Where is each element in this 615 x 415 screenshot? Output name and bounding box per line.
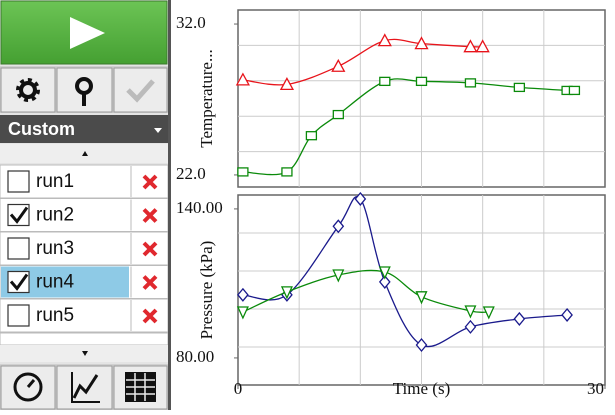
run-name[interactable]: run5 xyxy=(36,305,74,326)
run-row: run1 xyxy=(0,164,169,199)
data-point xyxy=(415,76,428,87)
run-delete[interactable] xyxy=(142,208,158,223)
play-button[interactable] xyxy=(0,0,168,65)
data-point xyxy=(331,58,346,72)
data-point xyxy=(513,82,526,93)
data-point xyxy=(332,269,345,283)
run-name[interactable]: run1 xyxy=(36,171,74,192)
data-point xyxy=(281,167,293,177)
y-tick-label: 80.00 xyxy=(176,347,214,366)
settings-button[interactable] xyxy=(0,67,56,113)
data-point xyxy=(464,78,477,88)
view-menu-label: Custom xyxy=(8,119,75,139)
data-point xyxy=(279,77,295,91)
x-axis-title: Time (s) xyxy=(393,379,450,398)
data-point xyxy=(379,76,391,87)
y-tick-label: 32.0 xyxy=(176,13,206,32)
y-axis-title: Temperature... xyxy=(197,49,216,147)
run-row: run4 xyxy=(0,265,169,299)
run-checkbox[interactable] xyxy=(7,304,30,327)
y-tick-label: 22.0 xyxy=(176,164,206,183)
data-point xyxy=(482,306,495,320)
data-point xyxy=(568,85,581,96)
data-point xyxy=(378,274,391,289)
run-delete[interactable] xyxy=(142,174,158,190)
run-delete[interactable] xyxy=(142,241,158,257)
data-point xyxy=(236,306,249,320)
data-point xyxy=(464,305,477,319)
run-checkbox[interactable] xyxy=(7,237,30,260)
data-point xyxy=(237,287,249,302)
data-point xyxy=(561,307,573,322)
data-line xyxy=(242,78,575,176)
data-point xyxy=(415,291,428,305)
data-point xyxy=(354,191,367,206)
data-point xyxy=(475,39,490,53)
run-delete[interactable] xyxy=(142,308,158,324)
data-point xyxy=(237,167,249,177)
data-point xyxy=(332,109,344,120)
keep-button xyxy=(113,67,168,113)
run-name[interactable]: run2 xyxy=(36,205,74,226)
run-check xyxy=(9,273,29,291)
y-axis-title: Pressure (kPa) xyxy=(197,241,216,340)
view-menu[interactable]: Custom xyxy=(0,115,168,143)
data-point xyxy=(415,337,428,353)
scroll-up[interactable] xyxy=(0,144,168,163)
run-row-partial xyxy=(0,332,169,346)
chart: 140.00 80.00 0 30 Pressure (kPa) Time (s) xyxy=(176,191,606,398)
marker-button[interactable] xyxy=(56,67,113,113)
run-row: run5 xyxy=(0,298,169,333)
divider xyxy=(168,0,171,410)
data-point xyxy=(513,311,526,326)
run-name[interactable]: run3 xyxy=(36,238,74,259)
data-point xyxy=(305,131,318,141)
x-tick-label: 30 xyxy=(587,379,604,398)
run-list: run1 run2 run3 run4 run5 xyxy=(0,164,169,333)
run-name[interactable]: run4 xyxy=(36,272,74,293)
chart: 32.0 22.0 Temperature... xyxy=(176,9,606,188)
run-row: run2 xyxy=(0,198,169,232)
run-check xyxy=(9,206,29,224)
run-checkbox[interactable] xyxy=(7,170,30,193)
meter-view-button[interactable] xyxy=(0,365,56,410)
data-point xyxy=(463,39,478,53)
data-point xyxy=(377,33,392,47)
data-point xyxy=(464,319,477,334)
data-point xyxy=(414,36,429,50)
graph-view-button[interactable] xyxy=(56,365,113,410)
data-point xyxy=(280,286,293,300)
scroll-down[interactable] xyxy=(0,345,168,362)
data-point xyxy=(332,219,345,234)
run-row: run3 xyxy=(0,231,169,266)
table-view-button[interactable] xyxy=(113,365,168,410)
data-point xyxy=(378,266,391,280)
run-delete[interactable] xyxy=(142,275,158,290)
x-tick-label: 0 xyxy=(234,379,243,398)
y-tick-label: 140.00 xyxy=(176,198,223,217)
data-point xyxy=(235,72,250,86)
